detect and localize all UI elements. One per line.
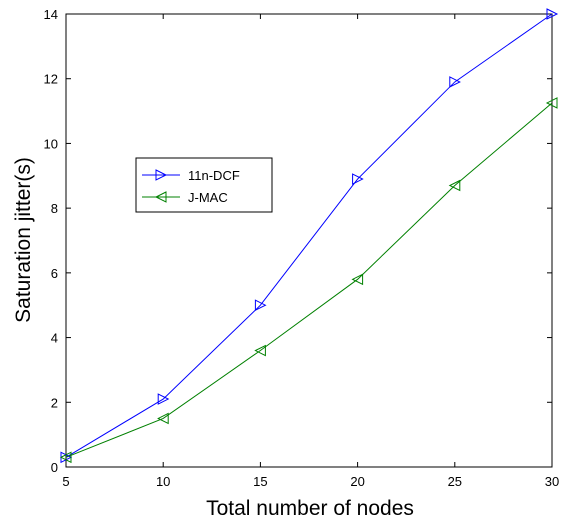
data-point-series-2 xyxy=(157,412,169,425)
data-point-series-2 xyxy=(254,344,266,357)
legend-box xyxy=(135,157,273,213)
data-point-series-1 xyxy=(157,393,170,405)
y-axis-title: Saturation jitter(s) xyxy=(12,157,35,323)
x-tick-label: 20 xyxy=(350,474,364,489)
data-point-series-1 xyxy=(546,8,559,20)
y-tick-label: 6 xyxy=(51,266,58,281)
data-point-series-2 xyxy=(545,97,558,109)
legend-label-1: 11n-DCF xyxy=(188,168,240,183)
y-tick-label: 2 xyxy=(51,395,58,410)
series-line-2 xyxy=(65,102,553,458)
legend-marker-1 xyxy=(155,169,168,181)
data-point-series-1 xyxy=(449,76,461,88)
data-point-series-1 xyxy=(254,299,267,312)
plot-area: 5 10 15 20 25 30 0 2 4 6 8 10 12 14 11n-DCF J-MAC xyxy=(44,7,560,489)
y-tick-label: 0 xyxy=(51,460,58,475)
x-tick-label: 25 xyxy=(448,474,462,489)
y-tick-label: 10 xyxy=(44,136,58,151)
y-tick-label: 4 xyxy=(51,331,58,346)
x-tick-label: 15 xyxy=(253,474,267,489)
legend-marker-2 xyxy=(154,191,167,203)
data-point-series-2 xyxy=(448,179,461,192)
legend-label-2: J-MAC xyxy=(188,190,228,205)
y-tick-label: 12 xyxy=(44,72,58,87)
x-tick-label: 30 xyxy=(545,474,559,489)
data-point-series-2 xyxy=(59,451,72,464)
x-tick-label: 5 xyxy=(62,474,69,489)
x-axis-title: Total number of nodes xyxy=(206,497,414,520)
y-tick-label: 8 xyxy=(51,201,58,216)
y-tick-label: 14 xyxy=(44,7,58,22)
plot-frame xyxy=(65,13,553,468)
data-point-series-1 xyxy=(352,173,364,185)
x-tick-label: 10 xyxy=(156,474,170,489)
series-line-1 xyxy=(65,13,553,458)
data-point-series-2 xyxy=(351,273,364,286)
